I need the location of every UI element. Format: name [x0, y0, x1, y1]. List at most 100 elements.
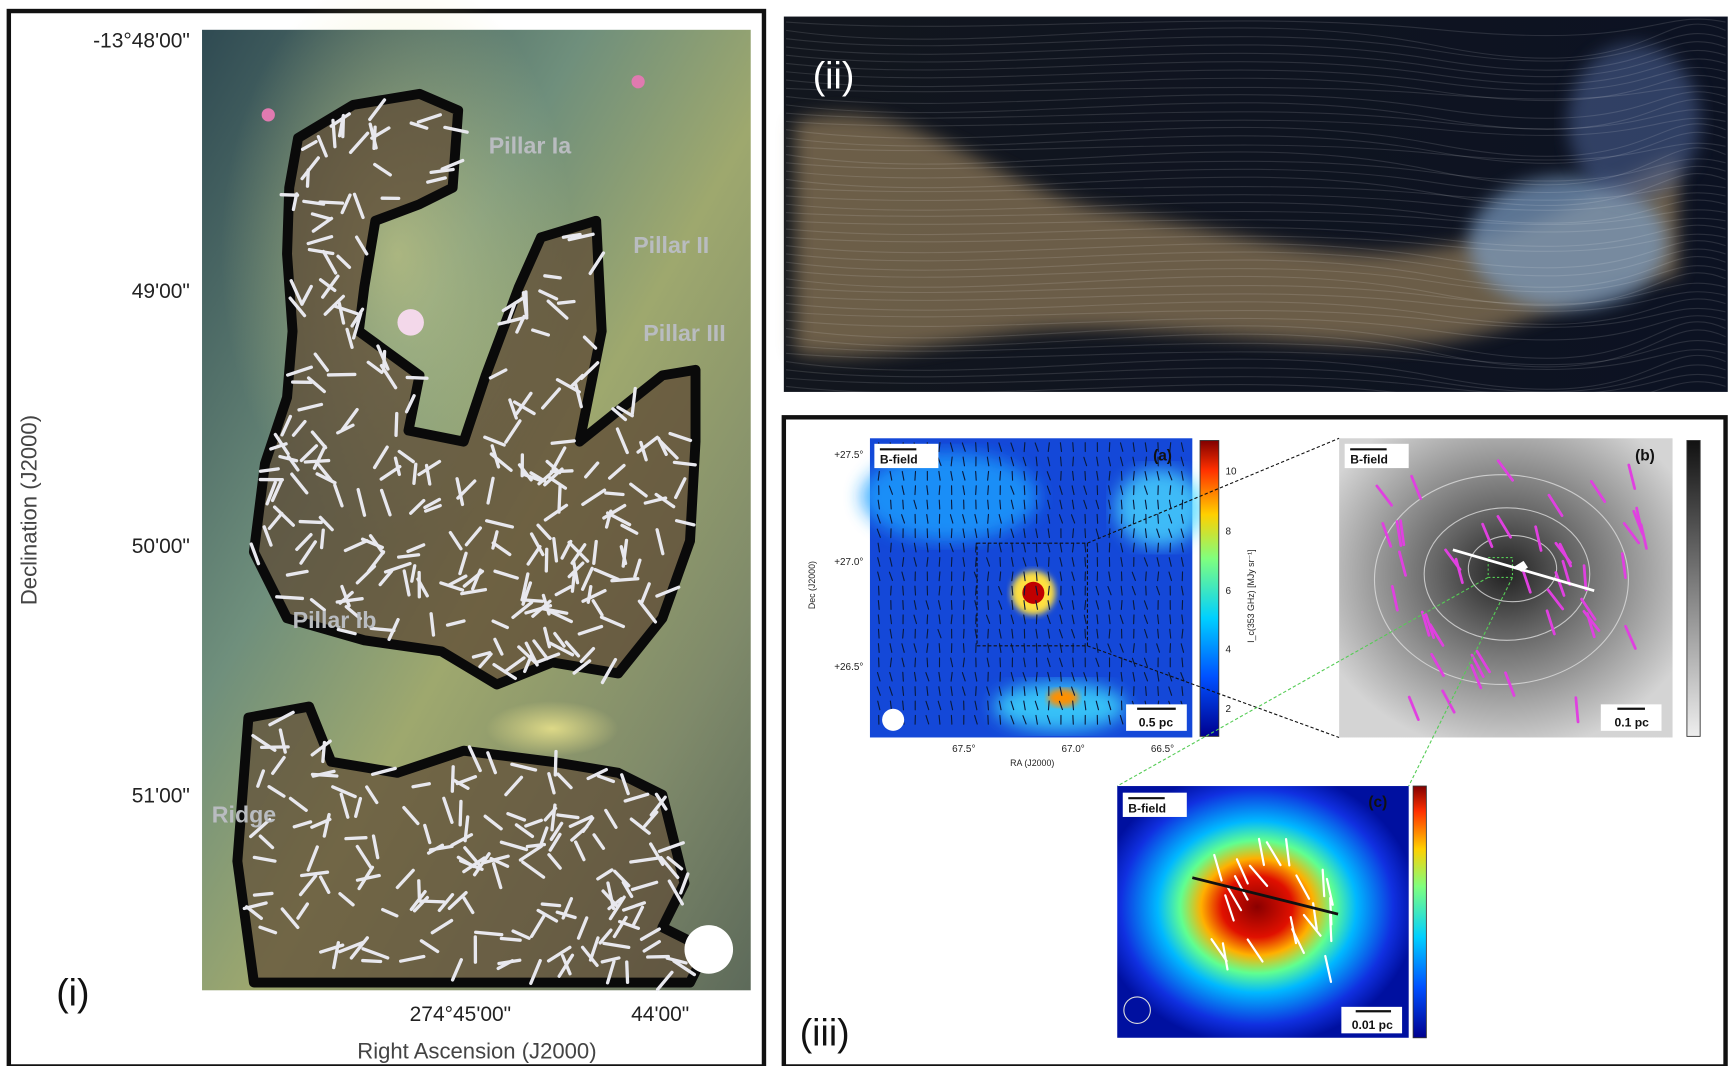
vector [262, 747, 288, 748]
vector [976, 558, 977, 567]
vector [1073, 658, 1074, 667]
vector [927, 658, 928, 667]
beam [684, 925, 733, 974]
subpanel-label: (c) [1368, 794, 1387, 811]
colorbar-tick: 10 [1225, 467, 1237, 478]
emission [1022, 582, 1044, 604]
vector [963, 644, 964, 653]
vector [1121, 500, 1122, 509]
vector [305, 461, 328, 462]
vector [1024, 586, 1025, 595]
colorbar [1687, 440, 1700, 736]
vector [1085, 558, 1086, 567]
vector [333, 120, 335, 146]
x-tick-label: 66.5° [1151, 744, 1174, 755]
scale-bar: 0.5 pc [1139, 715, 1174, 729]
region-label: Pillar II [633, 232, 709, 258]
map-c [1117, 786, 1408, 1038]
vector [526, 292, 527, 316]
vector [1000, 715, 1001, 724]
vector [976, 486, 977, 495]
x-tick-label: 44'00" [631, 1003, 689, 1026]
vector [399, 555, 419, 557]
panel-label: (i) [56, 972, 89, 1014]
vector [1085, 529, 1086, 538]
vector [343, 119, 344, 136]
vector [1061, 672, 1062, 681]
vector [1121, 601, 1122, 610]
vector [1146, 687, 1147, 696]
y-axis-label: Declination (J2000) [16, 415, 41, 605]
vector [1000, 471, 1001, 480]
vector [1024, 500, 1025, 509]
vector [312, 774, 336, 776]
vector [891, 586, 892, 595]
panel-label: (iii) [800, 1011, 850, 1053]
vector [939, 486, 940, 495]
colorbar [1413, 786, 1426, 1038]
x-axis-label: Right Ascension (J2000) [357, 1039, 596, 1064]
vector [976, 471, 977, 480]
vector [407, 377, 427, 378]
y-axis-label: Dec (J2000) [807, 561, 817, 609]
vector [1048, 701, 1049, 710]
vector [452, 767, 453, 791]
vector [572, 573, 574, 591]
subpanel-label: (b) [1635, 447, 1655, 464]
vector [1036, 572, 1037, 581]
vector [1097, 543, 1098, 552]
vector [1097, 514, 1098, 523]
scale-bar: 0.01 pc [1352, 1018, 1393, 1032]
vector [915, 586, 916, 595]
y-tick-label: -13°48'00" [93, 29, 190, 52]
vector [1109, 629, 1110, 638]
vector [963, 572, 964, 581]
y-tick-label: 51'00" [132, 785, 190, 808]
vector [1073, 443, 1074, 452]
star [397, 309, 423, 335]
vector [545, 276, 560, 278]
beam [882, 709, 904, 731]
x-tick-label: 67.5° [952, 744, 975, 755]
vector [542, 904, 559, 906]
y-tick-label: +27.5° [834, 450, 863, 461]
vector [988, 601, 989, 610]
vector [915, 658, 916, 667]
vector [1146, 572, 1147, 581]
vector [976, 443, 977, 452]
vector [460, 801, 461, 824]
colorbar [1200, 440, 1219, 736]
region-label: Pillar Ib [293, 607, 377, 633]
page: {"panel_i": {"label": "(i)", "y_ticks": … [0, 0, 1731, 1066]
vector [559, 302, 574, 304]
vector [976, 586, 977, 595]
vector [915, 471, 916, 480]
vector [1036, 500, 1037, 509]
region-label: Pillar Ia [489, 132, 573, 158]
y-tick-label: +26.5° [834, 662, 863, 673]
vector [322, 530, 324, 547]
vector [964, 601, 965, 610]
vector [1085, 471, 1086, 480]
colorbar-tick: 2 [1225, 704, 1231, 715]
vector [951, 529, 952, 538]
vector [396, 414, 397, 436]
vector [1024, 443, 1025, 452]
vector [891, 543, 892, 552]
vector [903, 672, 904, 681]
vector [988, 629, 989, 638]
vector [1121, 471, 1122, 480]
vector [1158, 514, 1159, 523]
vector [951, 601, 952, 610]
vector [1000, 500, 1001, 509]
vector [878, 644, 879, 653]
y-tick-label: 49'00" [132, 280, 190, 303]
y-tick-label: 50'00" [132, 535, 190, 558]
vector [501, 938, 520, 940]
vector [1000, 529, 1001, 538]
vector [1073, 701, 1074, 710]
scale-bar: 0.1 pc [1615, 715, 1650, 729]
vector [1109, 529, 1110, 538]
vector [346, 838, 366, 839]
vector [254, 893, 271, 895]
